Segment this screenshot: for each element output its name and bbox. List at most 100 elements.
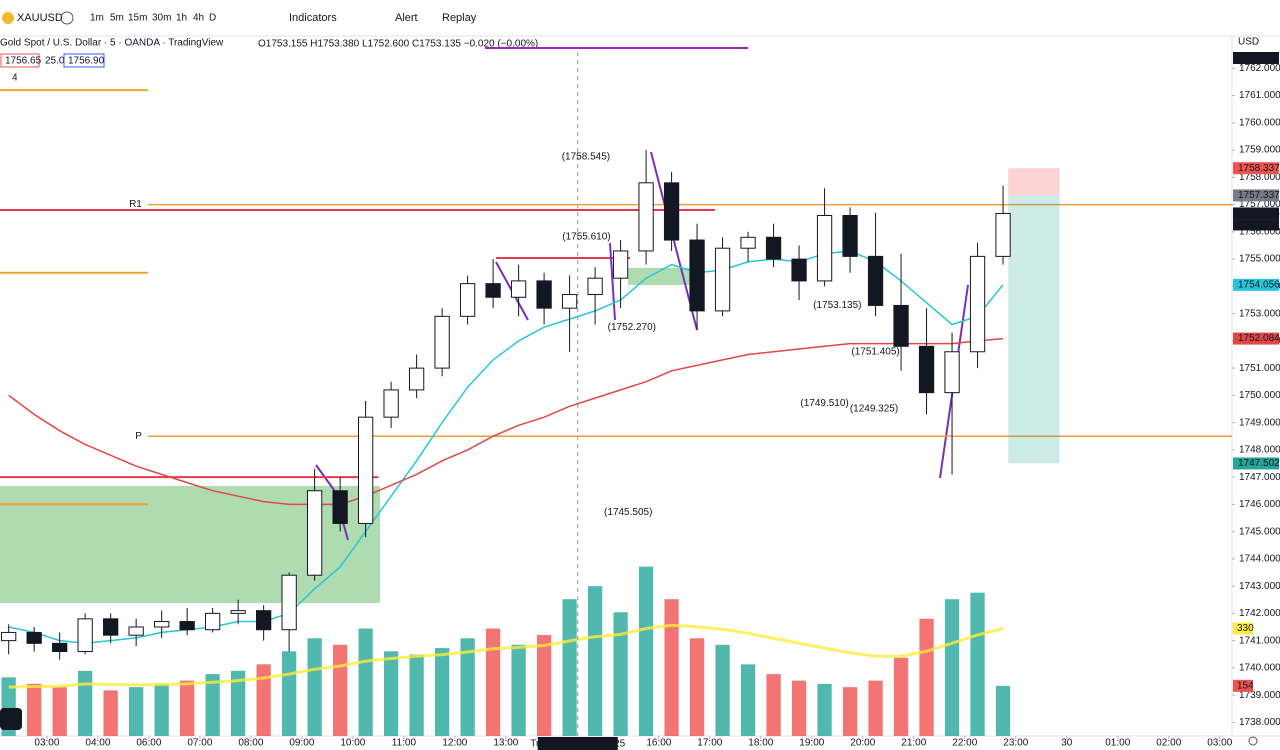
volume-bar (256, 664, 271, 736)
volume-bar (154, 683, 169, 736)
crosshair-label-bg (537, 737, 618, 750)
logo[interactable] (0, 708, 22, 730)
volume-ma (8, 623, 1004, 689)
indicators-button[interactable]: Indicators (289, 12, 337, 24)
candle-body (52, 642, 68, 653)
x-tick-label: 12:00 (442, 738, 467, 749)
sell-button[interactable] (0, 53, 40, 68)
volume-bar (868, 680, 883, 736)
price-tag: 1762.421 (1238, 53, 1280, 64)
x-tick-label: 23:00 (1003, 738, 1028, 749)
candle-body (255, 610, 272, 631)
y-tick-label: 1746.000 (1239, 499, 1280, 510)
candle-body (205, 612, 221, 631)
target-tag-bg (1233, 457, 1279, 470)
pivot-label: P (135, 431, 142, 442)
volume-bar (944, 599, 960, 736)
interval-button[interactable]: 15m (128, 13, 147, 24)
x-tick-label: 04:00 (85, 738, 110, 749)
settings[interactable] (1248, 736, 1258, 746)
volume-bar (587, 586, 603, 736)
x-tick-label: 21:00 (901, 738, 926, 749)
volume-bar (715, 644, 730, 736)
countdown: 01:21 (1238, 220, 1263, 231)
x-tick-label: 16:00 (646, 738, 671, 749)
volume-bar (460, 638, 475, 736)
volume-tag-bg (1233, 679, 1253, 692)
stop-zone (1008, 168, 1060, 196)
ma-tag: 1752.084 (1238, 333, 1280, 344)
volume-bar (689, 638, 705, 736)
interval-button[interactable]: 1h (176, 13, 187, 24)
alert-button[interactable]: Alert (395, 12, 418, 24)
x-tick-label: 11:00 (392, 738, 417, 749)
volume-bar (536, 635, 552, 736)
candle-body (1, 631, 17, 642)
candle-body (332, 490, 348, 524)
annotation: (1751.405) (851, 346, 899, 357)
y-tick-label: 1744.000 (1239, 554, 1280, 565)
candle-body (77, 618, 93, 653)
volume-bar (817, 683, 832, 736)
candle-body (230, 610, 246, 614)
candle-body (663, 182, 680, 241)
interval-button[interactable]: D (209, 13, 216, 24)
currency[interactable]: USD (1238, 37, 1259, 48)
y-tick-label: 1742.000 (1239, 608, 1280, 619)
y-tick-label: 1756.000 (1239, 226, 1280, 237)
x-tick-label: 03:00 (1207, 738, 1232, 749)
x-tick-label: 20:00 (850, 738, 875, 749)
zigzag-line (609, 242, 616, 321)
candle-body (561, 294, 578, 309)
candle-body (281, 574, 297, 631)
y-tick-label: 1738.000 (1239, 717, 1280, 728)
y-tick-label: 1758.000 (1239, 172, 1280, 183)
buy-button[interactable] (63, 53, 105, 68)
candle-body (485, 283, 501, 298)
candle-body (944, 351, 960, 394)
candle-body (816, 215, 833, 282)
volume-bar (332, 644, 348, 736)
volume-bar (485, 628, 501, 736)
volume-bar (562, 599, 577, 736)
interval-button[interactable]: 30m (152, 13, 171, 24)
y-tick-label: 1748.000 (1239, 445, 1280, 456)
legend-ohlc: O1753.155 H1753.380 L1752.600 C1753.135 … (258, 39, 538, 50)
annotation: (1749.510) (800, 398, 848, 409)
candle-body (103, 618, 119, 636)
candle-body (918, 345, 935, 394)
candle-body (969, 255, 986, 353)
annotation: (1249.325) (850, 404, 898, 415)
ma-tag-bg (1233, 278, 1279, 291)
x-tick-label: 08:00 (238, 738, 263, 749)
interval-button[interactable]: 5m (110, 13, 124, 24)
volume-bar (358, 628, 373, 736)
replay-button[interactable]: Replay (442, 12, 477, 24)
x-tick-label: 10:00 (340, 738, 365, 749)
pivot-label: R1 (129, 199, 142, 210)
candle-body (306, 490, 323, 576)
volume-bar (231, 670, 246, 736)
entry-tag-bg (1233, 189, 1279, 202)
moving-average (8, 250, 1004, 645)
annotation: (1753.135) (813, 300, 861, 311)
stop-tag-bg (1233, 162, 1279, 175)
interval-button[interactable]: 1m (90, 13, 104, 24)
y-tick-label: 1761.000 (1239, 90, 1280, 101)
symbol[interactable]: XAUUSD (17, 12, 63, 24)
add-symbol[interactable] (60, 11, 74, 25)
interval-button[interactable]: 4h (193, 13, 204, 24)
x-tick-label: 22:00 (952, 738, 977, 749)
y-tick-label: 1745.000 (1239, 526, 1280, 537)
annotation: (1745.505) (604, 507, 652, 518)
indicator-count[interactable]: 4 (12, 73, 18, 84)
candle-body (510, 280, 527, 298)
x-tick-label: 18:00 (748, 738, 773, 749)
candle-body (765, 236, 782, 260)
symbol-icon (2, 12, 14, 24)
candle-body (408, 367, 425, 391)
candle-body (128, 626, 144, 636)
ma-tag: 1754.056 (1238, 279, 1280, 290)
stop-tag: 1758.337 (1238, 163, 1280, 174)
